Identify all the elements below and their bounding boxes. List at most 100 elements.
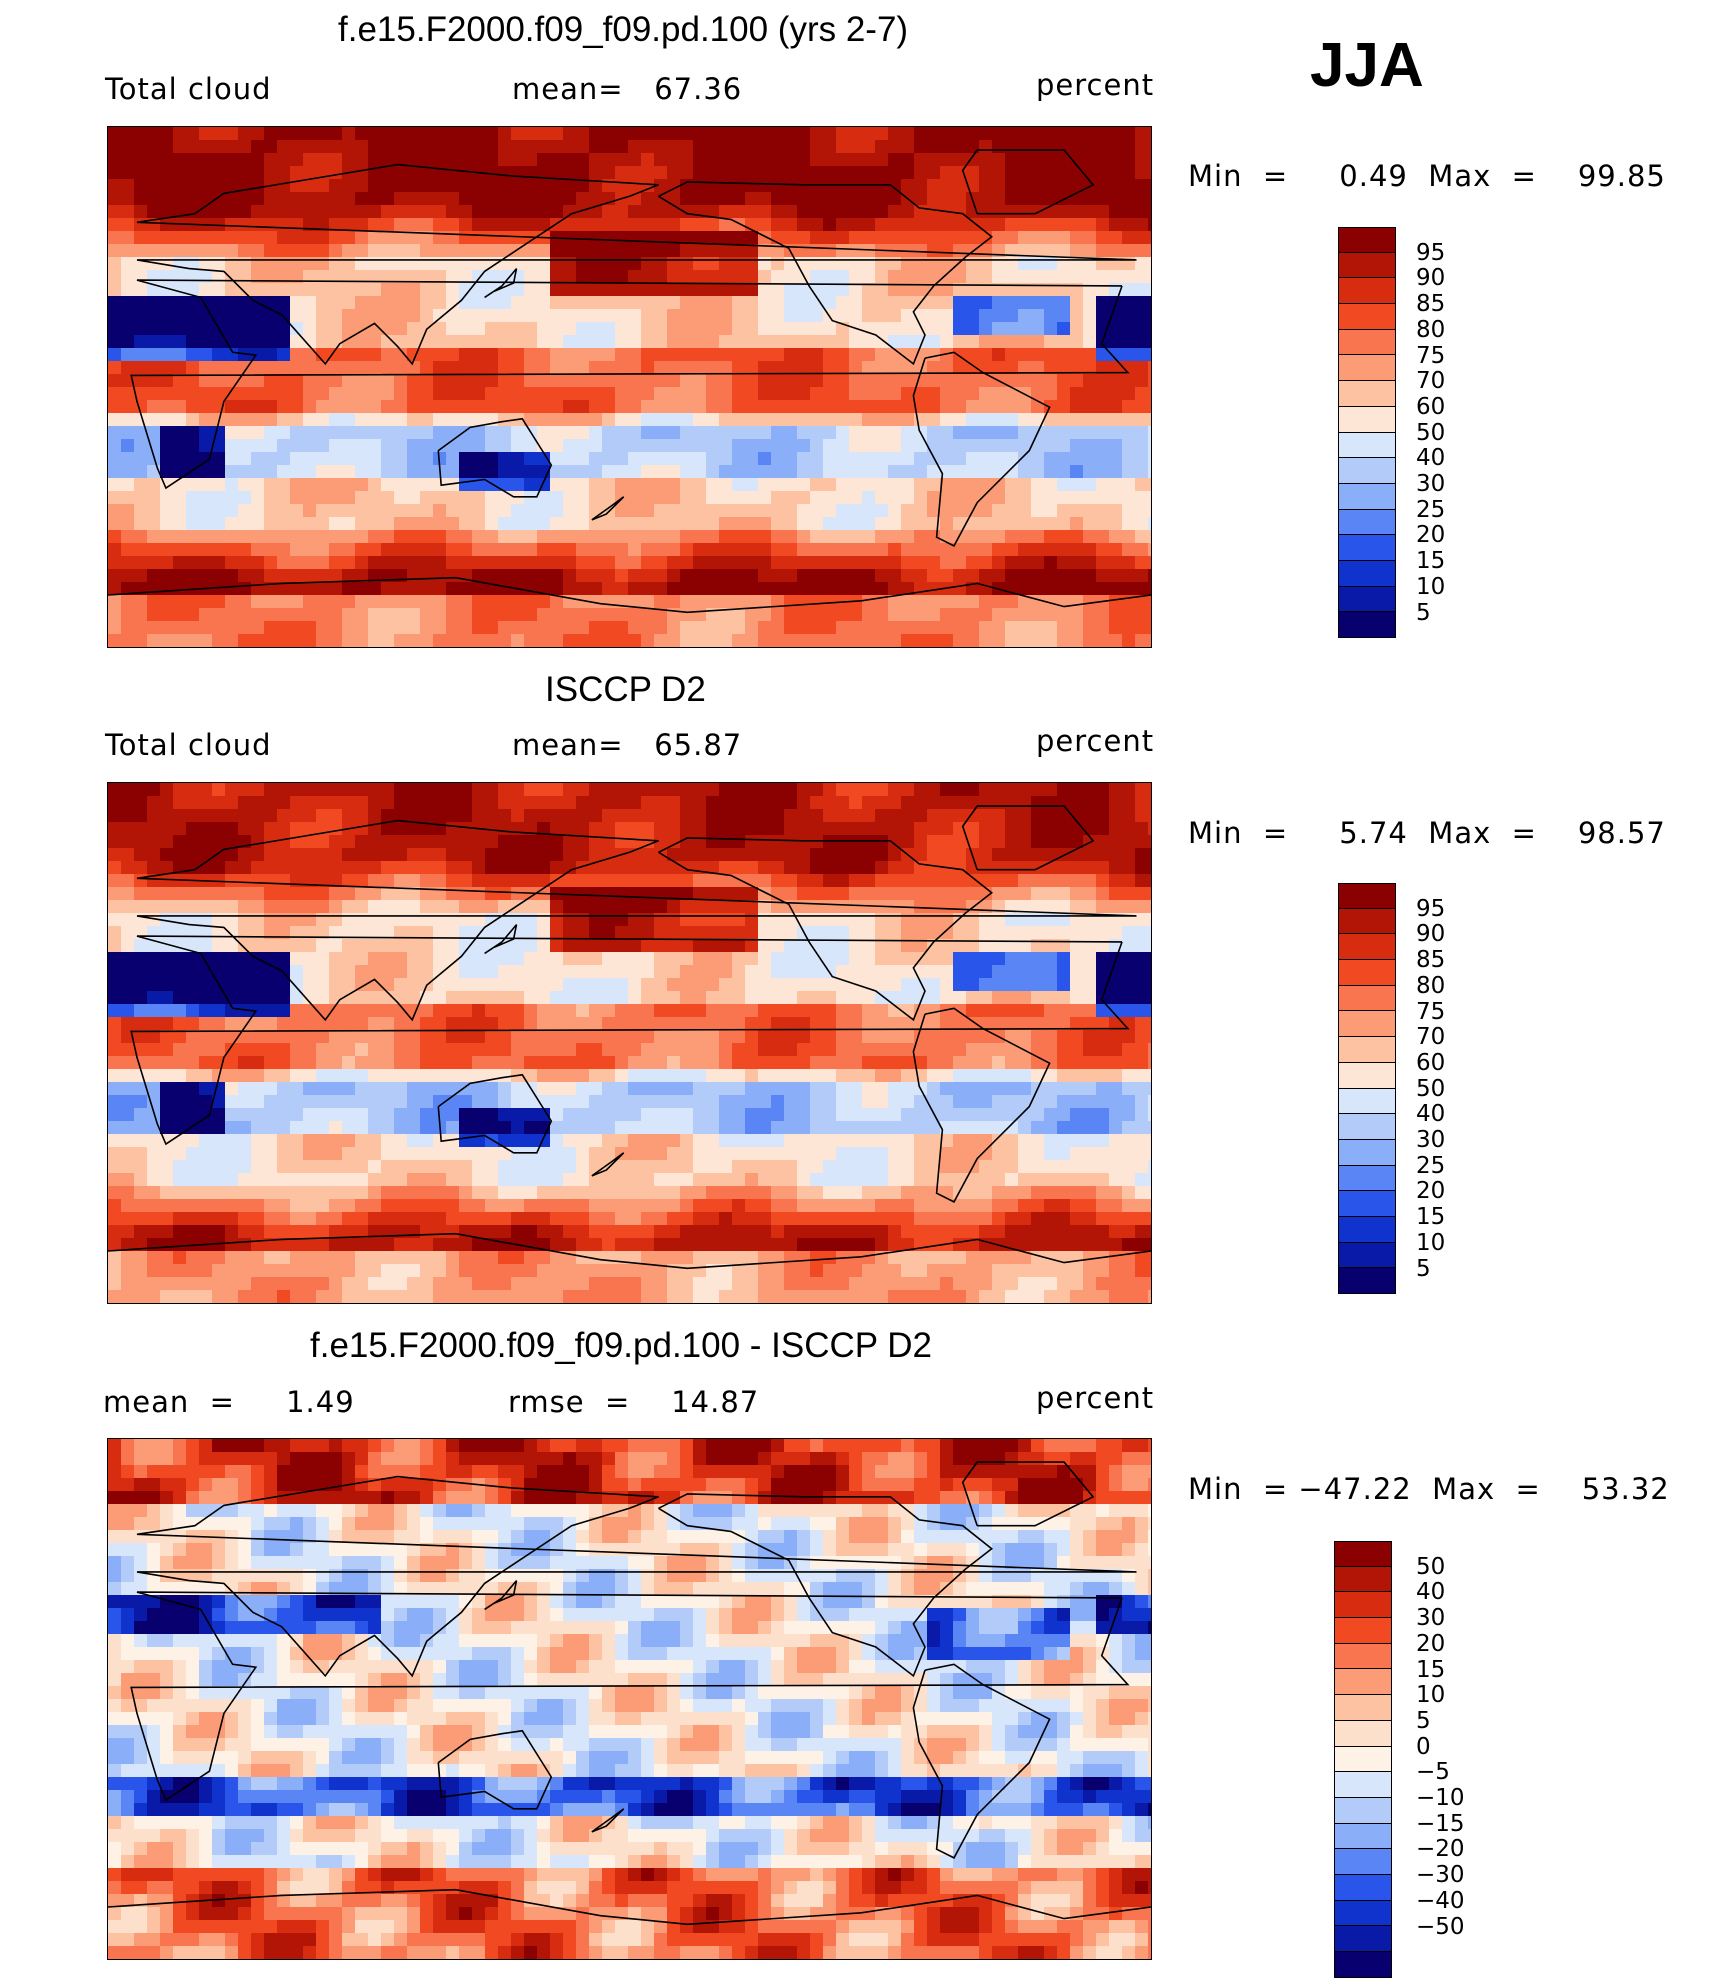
field-cell bbox=[745, 400, 759, 414]
field-cell bbox=[1057, 478, 1071, 492]
field-cell bbox=[680, 348, 694, 362]
field-cell bbox=[173, 439, 187, 453]
field-cell bbox=[394, 309, 408, 323]
field-cell bbox=[849, 153, 863, 167]
field-cell bbox=[199, 348, 213, 362]
field-cell bbox=[303, 835, 317, 849]
field-cell bbox=[446, 504, 460, 518]
field-cell bbox=[589, 965, 603, 979]
field-cell bbox=[108, 517, 122, 531]
field-cell bbox=[758, 400, 772, 414]
field-cell bbox=[784, 556, 798, 570]
field-cell bbox=[121, 1004, 135, 1018]
field-cell bbox=[121, 978, 135, 992]
field-cell bbox=[771, 835, 785, 849]
field-cell bbox=[667, 127, 681, 141]
field-cell bbox=[329, 504, 343, 518]
field-cell bbox=[238, 153, 252, 167]
field-cell bbox=[888, 913, 902, 927]
field-cell bbox=[147, 231, 161, 245]
field-cell bbox=[433, 374, 447, 388]
field-cell bbox=[1057, 861, 1071, 875]
field-cell bbox=[446, 478, 460, 492]
field-cell bbox=[342, 978, 356, 992]
field-cell bbox=[953, 634, 967, 647]
field-cell bbox=[446, 348, 460, 362]
field-cell bbox=[186, 1030, 200, 1044]
field-cell bbox=[550, 517, 564, 531]
field-cell bbox=[108, 400, 122, 414]
field-cell bbox=[849, 296, 863, 310]
field-cell bbox=[459, 900, 473, 914]
field-cell bbox=[771, 1043, 785, 1057]
field-cell bbox=[966, 1030, 980, 1044]
field-cell bbox=[238, 822, 252, 836]
field-cell bbox=[511, 1017, 525, 1031]
field-cell bbox=[901, 796, 915, 810]
field-cell bbox=[836, 452, 850, 466]
field-cell bbox=[1057, 952, 1071, 966]
field-cell bbox=[745, 822, 759, 836]
field-cell bbox=[706, 848, 720, 862]
field-cell bbox=[290, 991, 304, 1005]
field-cell bbox=[225, 796, 239, 810]
field-cell bbox=[1018, 1030, 1032, 1044]
field-cell bbox=[1083, 582, 1097, 596]
field-cell bbox=[654, 543, 668, 557]
field-cell bbox=[706, 1030, 720, 1044]
field-cell bbox=[290, 887, 304, 901]
field-cell bbox=[446, 809, 460, 823]
field-cell bbox=[862, 595, 876, 609]
field-cell bbox=[433, 874, 447, 888]
field-cell bbox=[615, 270, 629, 284]
field-cell bbox=[355, 127, 369, 141]
field-cell bbox=[420, 439, 434, 453]
field-cell bbox=[121, 426, 135, 440]
field-cell bbox=[1031, 140, 1045, 154]
field-cell bbox=[875, 582, 889, 596]
field-cell bbox=[745, 387, 759, 401]
field-cell bbox=[381, 309, 395, 323]
field-cell bbox=[784, 361, 798, 375]
field-cell bbox=[875, 413, 889, 427]
field-cell bbox=[498, 991, 512, 1005]
field-cell bbox=[745, 322, 759, 336]
field-cell bbox=[342, 582, 356, 596]
field-cell bbox=[134, 1004, 148, 1018]
field-cell bbox=[758, 361, 772, 375]
field-cell bbox=[524, 595, 538, 609]
field-cell bbox=[914, 348, 928, 362]
field-cell bbox=[1083, 491, 1097, 505]
field-cell bbox=[420, 861, 434, 875]
field-cell bbox=[862, 400, 876, 414]
field-cell bbox=[1135, 309, 1149, 323]
field-cell bbox=[342, 413, 356, 427]
field-cell bbox=[888, 1043, 902, 1057]
field-cell bbox=[381, 939, 395, 953]
field-cell bbox=[173, 153, 187, 167]
field-cell bbox=[875, 543, 889, 557]
field-cell bbox=[719, 491, 733, 505]
field-cell bbox=[992, 231, 1006, 245]
field-cell bbox=[147, 283, 161, 297]
field-cell bbox=[862, 296, 876, 310]
field-cell bbox=[355, 621, 369, 635]
field-cell bbox=[589, 1043, 603, 1057]
field-cell bbox=[1070, 1030, 1084, 1044]
field-cell bbox=[732, 887, 746, 901]
field-cell bbox=[251, 504, 265, 518]
field-cell bbox=[511, 179, 525, 193]
field-cell bbox=[537, 166, 551, 180]
field-cell bbox=[108, 166, 122, 180]
field-cell bbox=[862, 783, 876, 797]
field-cell bbox=[758, 452, 772, 466]
field-cell bbox=[277, 478, 291, 492]
field-cell bbox=[290, 965, 304, 979]
field-cell bbox=[1122, 621, 1136, 635]
field-cell bbox=[472, 244, 486, 258]
field-cell bbox=[199, 822, 213, 836]
field-cell bbox=[537, 796, 551, 810]
field-cell bbox=[810, 913, 824, 927]
field-cell bbox=[641, 582, 655, 596]
field-cell bbox=[589, 140, 603, 154]
